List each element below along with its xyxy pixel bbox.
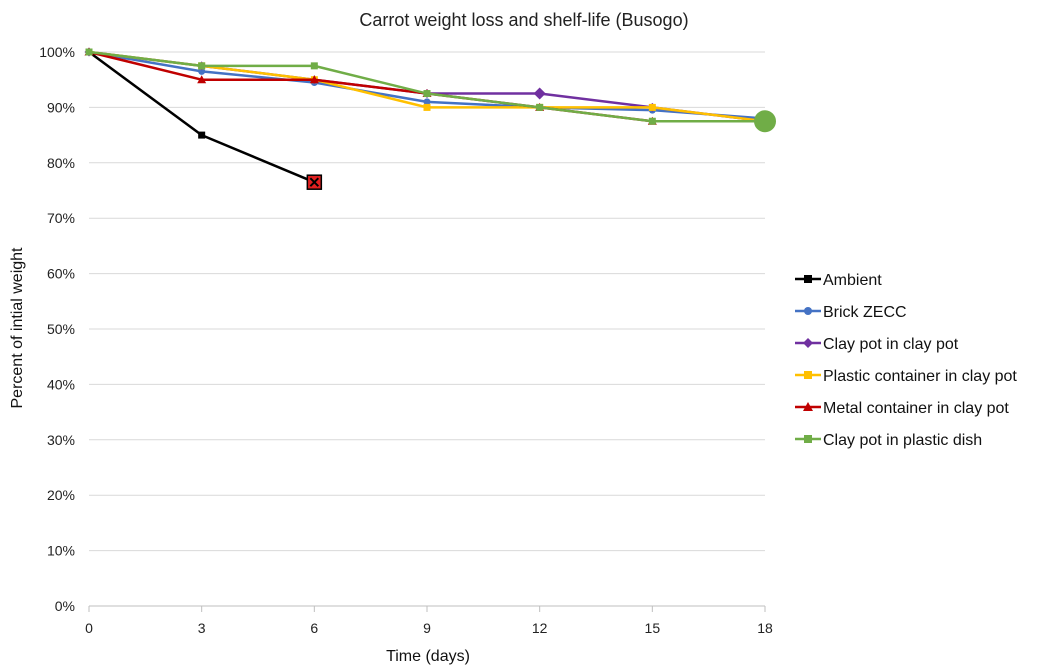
x-tick-label: 15 (645, 620, 661, 636)
data-point (85, 48, 93, 56)
x-tick-label: 12 (532, 620, 548, 636)
data-point (198, 67, 206, 75)
data-point (198, 131, 206, 139)
series-group (85, 48, 323, 190)
legend-swatch-marker (804, 275, 812, 283)
chart-title: Carrot weight loss and shelf-life (Busog… (359, 10, 688, 30)
axes: 0% 10% 20% 30% 40% 50% 60% 70% 80% 90% 100% 0 3 6 9 12 1… (39, 44, 773, 636)
legend-item: Plastic container in clay pot (795, 368, 1017, 385)
legend-label: Clay pot in plastic dish (823, 432, 982, 449)
legend-item: Ambient (795, 272, 882, 289)
series-group (84, 47, 770, 125)
x-tick-label: 9 (423, 620, 431, 636)
data-point (310, 62, 318, 70)
data-point (423, 98, 431, 106)
legend-label: Metal container in clay pot (823, 400, 1009, 417)
legend-item: Brick ZECC (795, 304, 907, 321)
legend-item: Clay pot in clay pot (795, 336, 959, 353)
data-point (648, 103, 656, 111)
y-tick-label: 30% (47, 432, 75, 448)
series-group (85, 48, 769, 125)
x-tick-label: 18 (757, 620, 773, 636)
y-tick-label: 10% (47, 543, 75, 559)
x-axis-title: Time (days) (386, 648, 470, 665)
data-point (198, 62, 206, 70)
y-tick-label: 60% (47, 266, 75, 282)
legend-label: Ambient (823, 272, 882, 289)
data-point (648, 117, 656, 125)
legend-label: Brick ZECC (823, 304, 907, 321)
series-group (85, 48, 769, 122)
legend-item: Clay pot in plastic dish (795, 432, 982, 449)
y-tick-label: 40% (47, 376, 75, 392)
y-tick-label: 90% (47, 99, 75, 115)
legend-item: Metal container in clay pot (795, 400, 1009, 417)
legend-swatch-marker (804, 371, 812, 379)
data-point (423, 90, 431, 98)
legend-swatch-marker (804, 435, 812, 443)
data-point (197, 75, 207, 84)
legend-swatch-marker (804, 307, 812, 315)
y-tick-label: 50% (47, 321, 75, 337)
y-tick-label: 0% (55, 598, 75, 614)
legend-label: Clay pot in clay pot (823, 336, 959, 353)
y-tick-label: 80% (47, 155, 75, 171)
data-point (536, 103, 544, 111)
x-tick-label: 0 (85, 620, 93, 636)
series-group (84, 47, 770, 126)
y-tick-label: 70% (47, 210, 75, 226)
data-point (423, 103, 431, 111)
legend-swatch-marker (803, 402, 813, 411)
y-tick-label: 100% (39, 44, 75, 60)
x-tick-label: 6 (310, 620, 318, 636)
legend-swatch-marker (803, 338, 813, 348)
series-group (85, 48, 776, 133)
y-tick-label: 20% (47, 487, 75, 503)
end-marker-cross (309, 177, 320, 187)
series-lines (84, 47, 776, 190)
data-point-end-marker (754, 110, 776, 133)
data-point (309, 75, 319, 84)
legend: Ambient Brick ZECC Clay pot in clay pot Pla… (795, 272, 1017, 449)
y-axis-title: Percent of intial weight (9, 247, 26, 409)
data-point (533, 87, 546, 100)
x-tick-label: 3 (198, 620, 206, 636)
legend-label: Plastic container in clay pot (823, 368, 1017, 385)
